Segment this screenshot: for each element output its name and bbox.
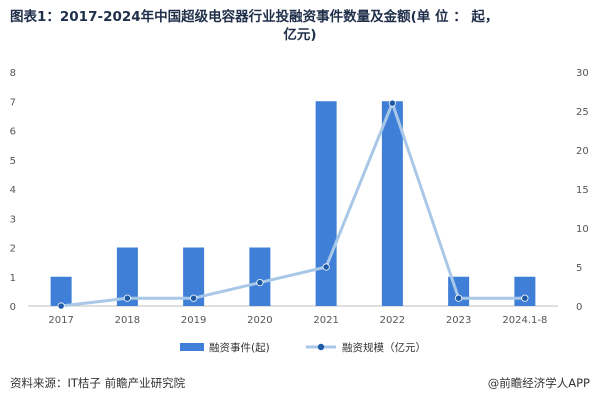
x-tick-label: 2021 [313,315,338,326]
line-point [388,99,396,107]
y-right-tick-label: 20 [576,146,589,157]
y-left-tick-label: 2 [10,244,16,255]
bar [183,247,205,306]
legend-swatch-bars [180,343,204,351]
bar [249,247,271,306]
x-tick-label: 2017 [48,315,73,326]
chart-title: 图表1：2017-2024年中国超级电容器行业投融资事件数量及金额(单 位 ： … [10,8,590,44]
y-left-tick-label: 8 [10,68,16,79]
y-left-tick-label: 7 [10,97,16,108]
x-tick-label: 2024.1-8 [502,315,547,326]
legend-label-line: 融资规模（亿元） [342,341,426,354]
y-right-tick-label: 15 [576,185,589,196]
line-point [322,263,330,271]
chart-title-line1: 图表1：2017-2024年中国超级电容器行业投融资事件数量及金额(单 位 ： … [10,9,499,25]
bar [315,101,337,306]
bar [116,247,138,306]
y-right-tick-label: 25 [576,107,589,118]
legend-label-bars: 融资事件(起) [209,341,270,354]
line-point [521,294,529,302]
x-tick-label: 2020 [247,315,272,326]
x-tick-label: 2023 [446,315,471,326]
bar [50,276,72,306]
y-left-tick-label: 5 [10,156,16,167]
brand-label: @前瞻经济学人APP [487,376,590,390]
legend-marker-line [317,343,325,351]
line-point [190,294,198,302]
y-left-tick-label: 3 [10,214,16,225]
y-left-tick-label: 4 [10,185,16,196]
line-point [123,294,131,302]
y-left-tick-label: 0 [10,302,16,313]
x-tick-label: 2018 [115,315,140,326]
line-point [455,294,463,302]
y-right-tick-label: 0 [576,302,582,313]
x-tick-label: 2019 [181,315,206,326]
bar [381,101,403,306]
y-right-tick-label: 30 [576,68,589,79]
line-point [256,278,264,287]
y-right-tick-label: 5 [576,263,582,274]
line-series [60,101,525,308]
chart-title-line2: 亿元) [283,27,317,43]
x-tick-label: 2022 [380,315,405,326]
source-note: 资料来源：IT桔子 前瞻产业研究院 [10,376,186,390]
y-left-tick-label: 1 [10,273,16,284]
y-left-tick-label: 6 [10,127,16,138]
line-point [57,302,65,310]
y-right-tick-label: 10 [576,224,589,235]
